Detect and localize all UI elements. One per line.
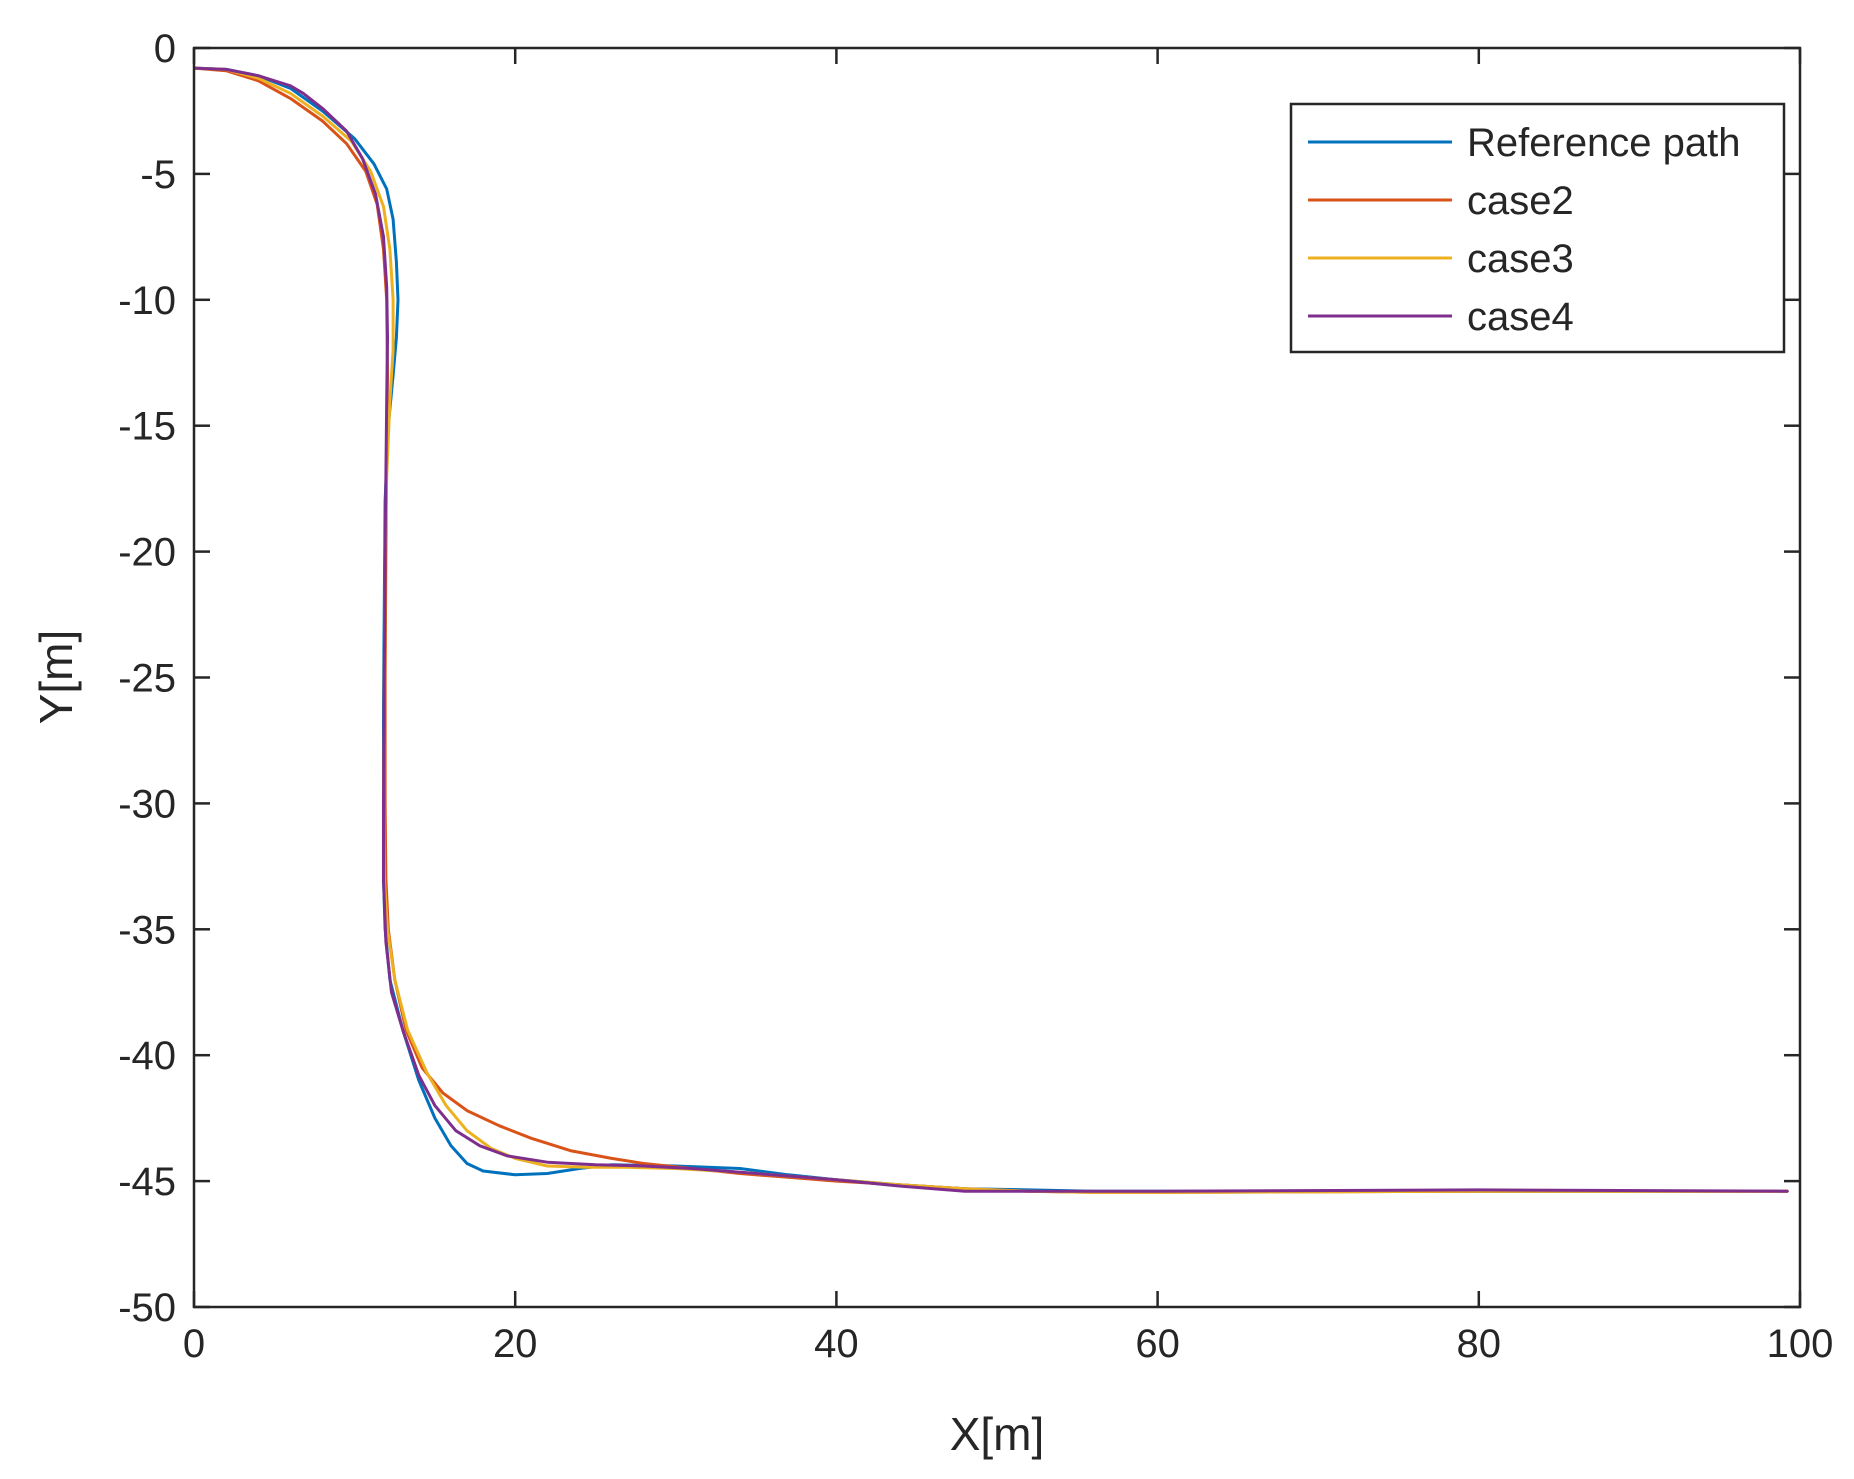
legend-label-0: Reference path (1467, 121, 1741, 165)
legend-label-1: case2 (1467, 179, 1574, 223)
y-tick-label: -45 (118, 1160, 176, 1204)
x-tick-label: 60 (1135, 1322, 1180, 1366)
x-tick-label: 0 (183, 1322, 205, 1366)
x-tick-label: 100 (1767, 1322, 1834, 1366)
series-line-3 (194, 66, 1789, 1193)
x-axis-label: X[m] (950, 1408, 1045, 1460)
y-tick-label: 0 (154, 27, 176, 71)
ticks-layer: 0 20 40 60 80 100 0 -5 -10 -15 -20 -25 -30 -35 -40 -45 -… (118, 27, 1833, 1366)
legend-box (1289, 102, 1786, 354)
y-tick-label: -35 (118, 908, 176, 952)
y-axis-label: Y[m] (30, 630, 82, 725)
x-tick-label: 20 (493, 1322, 538, 1366)
y-tick-label: -5 (140, 153, 176, 197)
y-tick-label: -40 (118, 1034, 176, 1078)
y-tick-label: -20 (118, 531, 176, 575)
legend-label-2: case3 (1467, 237, 1574, 281)
x-tick-label: 80 (1457, 1322, 1502, 1366)
y-tick-label: -10 (118, 279, 176, 323)
y-tick-label: -15 (118, 405, 176, 449)
y-tick-label: -30 (118, 782, 176, 826)
series-layer (194, 66, 1789, 1194)
y-tick-label: -25 (118, 657, 176, 701)
legend-label-3: case4 (1467, 295, 1574, 339)
legend: Reference path case2 case3 case4 (1289, 102, 1786, 354)
x-tick-label: 40 (814, 1322, 859, 1366)
y-tick-label: -50 (118, 1286, 176, 1330)
